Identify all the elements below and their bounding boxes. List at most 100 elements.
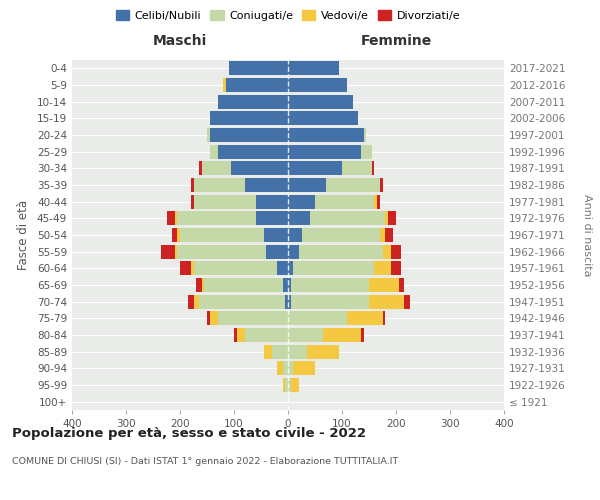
Bar bbox=[404, 294, 409, 308]
Bar bbox=[369, 278, 398, 292]
Bar bbox=[232, 162, 288, 175]
Bar bbox=[180, 261, 191, 276]
Bar bbox=[193, 294, 199, 308]
Bar bbox=[299, 244, 383, 259]
Bar bbox=[264, 228, 288, 242]
Bar bbox=[177, 244, 266, 259]
Bar bbox=[218, 94, 288, 109]
Bar bbox=[256, 211, 288, 226]
Bar bbox=[288, 311, 347, 326]
Bar bbox=[290, 378, 299, 392]
Bar bbox=[210, 128, 288, 142]
Bar bbox=[288, 78, 347, 92]
Bar bbox=[293, 261, 374, 276]
Bar bbox=[223, 78, 226, 92]
Bar bbox=[193, 178, 245, 192]
Bar bbox=[266, 244, 288, 259]
Y-axis label: Fasce di età: Fasce di età bbox=[17, 200, 30, 270]
Bar bbox=[380, 178, 383, 192]
Bar bbox=[283, 361, 288, 376]
Bar bbox=[178, 228, 180, 242]
Bar bbox=[385, 211, 388, 226]
Bar bbox=[288, 112, 358, 126]
Bar bbox=[388, 211, 396, 226]
Bar bbox=[245, 178, 288, 192]
Bar bbox=[178, 211, 256, 226]
Bar bbox=[288, 162, 342, 175]
Bar bbox=[380, 228, 385, 242]
Bar bbox=[191, 261, 193, 276]
Bar bbox=[315, 194, 374, 209]
Bar bbox=[288, 144, 361, 159]
Bar bbox=[288, 194, 315, 209]
Bar bbox=[361, 328, 364, 342]
Bar bbox=[391, 261, 401, 276]
Bar bbox=[364, 128, 366, 142]
Bar bbox=[398, 278, 404, 292]
Bar bbox=[175, 244, 178, 259]
Bar bbox=[188, 294, 193, 308]
Legend: Celibi/Nubili, Coniugati/e, Vedovi/e, Divorziati/e: Celibi/Nubili, Coniugati/e, Vedovi/e, Di… bbox=[112, 6, 464, 25]
Bar bbox=[310, 211, 385, 226]
Bar bbox=[323, 328, 361, 342]
Bar bbox=[202, 278, 204, 292]
Bar bbox=[210, 311, 218, 326]
Bar bbox=[218, 311, 288, 326]
Bar bbox=[202, 162, 232, 175]
Bar bbox=[226, 78, 288, 92]
Bar bbox=[204, 278, 283, 292]
Bar bbox=[374, 261, 391, 276]
Bar bbox=[283, 278, 288, 292]
Bar bbox=[172, 228, 178, 242]
Bar bbox=[199, 294, 286, 308]
Text: Popolazione per età, sesso e stato civile - 2022: Popolazione per età, sesso e stato civil… bbox=[12, 428, 366, 440]
Bar bbox=[383, 311, 385, 326]
Bar bbox=[180, 228, 264, 242]
Bar bbox=[277, 261, 288, 276]
Bar bbox=[383, 244, 391, 259]
Bar bbox=[302, 228, 380, 242]
Bar bbox=[288, 361, 293, 376]
Bar bbox=[167, 211, 175, 226]
Bar bbox=[288, 328, 323, 342]
Bar bbox=[207, 128, 210, 142]
Bar bbox=[288, 278, 290, 292]
Bar bbox=[218, 144, 288, 159]
Bar bbox=[288, 244, 299, 259]
Bar bbox=[377, 194, 380, 209]
Bar bbox=[161, 244, 175, 259]
Bar bbox=[288, 128, 364, 142]
Bar bbox=[256, 194, 288, 209]
Bar bbox=[326, 178, 380, 192]
Text: COMUNE DI CHIUSI (SI) - Dati ISTAT 1° gennaio 2022 - Elaborazione TUTTITALIA.IT: COMUNE DI CHIUSI (SI) - Dati ISTAT 1° ge… bbox=[12, 458, 398, 466]
Bar bbox=[234, 328, 236, 342]
Bar bbox=[372, 162, 374, 175]
Bar bbox=[342, 162, 372, 175]
Bar bbox=[191, 178, 193, 192]
Bar bbox=[288, 62, 340, 76]
Bar bbox=[207, 311, 210, 326]
Bar bbox=[288, 294, 290, 308]
Bar bbox=[391, 244, 401, 259]
Bar bbox=[277, 361, 283, 376]
Bar bbox=[290, 278, 369, 292]
Text: Maschi: Maschi bbox=[153, 34, 207, 48]
Bar bbox=[288, 94, 353, 109]
Bar bbox=[210, 112, 288, 126]
Bar bbox=[369, 294, 404, 308]
Bar bbox=[288, 344, 307, 359]
Bar bbox=[193, 194, 256, 209]
Bar bbox=[245, 328, 288, 342]
Bar bbox=[196, 278, 202, 292]
Bar bbox=[264, 344, 272, 359]
Bar bbox=[272, 344, 288, 359]
Bar bbox=[347, 311, 383, 326]
Bar bbox=[286, 294, 288, 308]
Bar bbox=[288, 228, 302, 242]
Bar bbox=[385, 228, 394, 242]
Bar bbox=[286, 378, 288, 392]
Bar bbox=[193, 261, 277, 276]
Y-axis label: Anni di nascita: Anni di nascita bbox=[582, 194, 592, 276]
Bar bbox=[283, 378, 286, 392]
Bar bbox=[237, 328, 245, 342]
